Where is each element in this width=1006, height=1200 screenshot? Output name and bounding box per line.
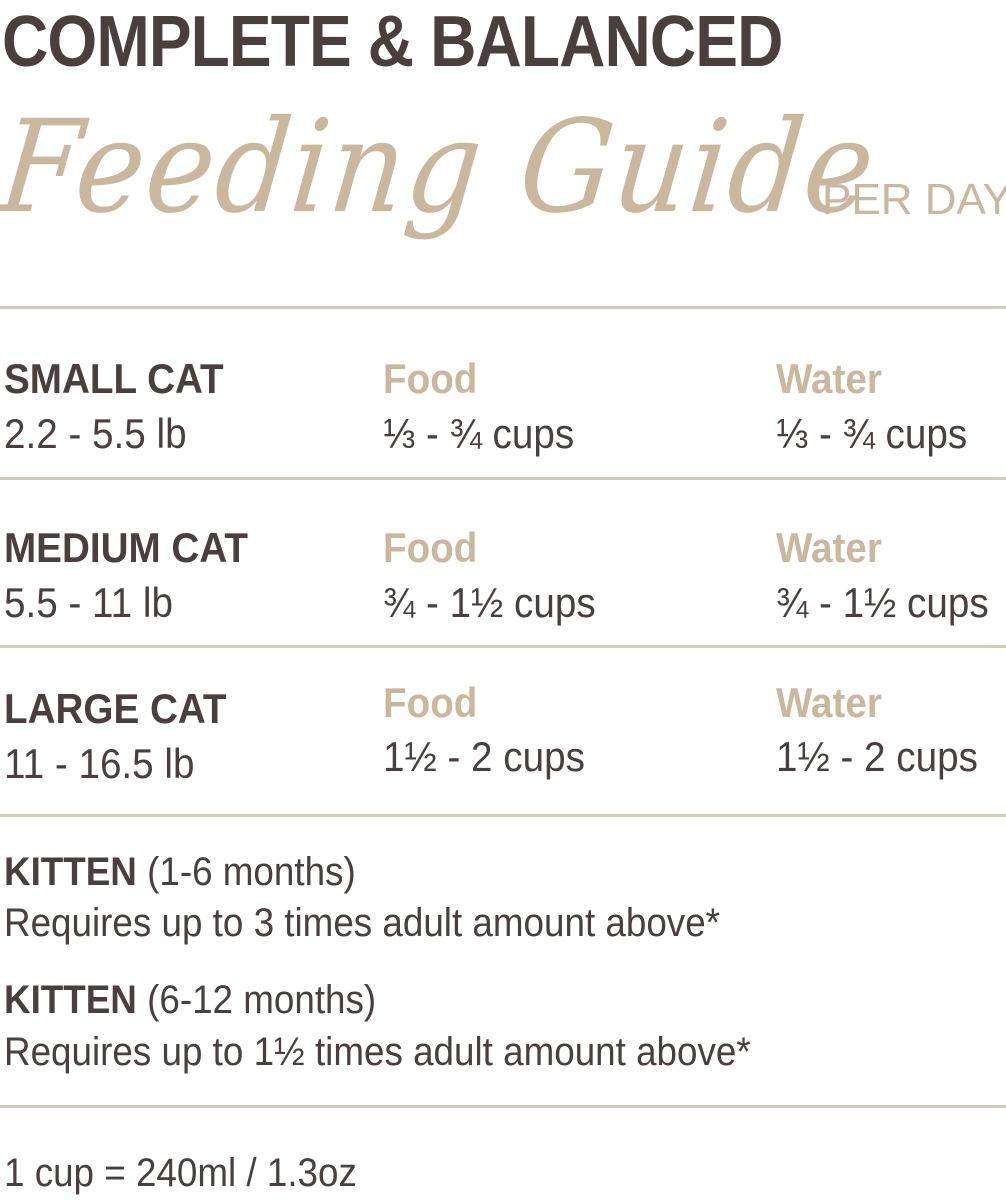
food-label: Food — [383, 524, 478, 571]
kitten-label: KITTEN — [4, 850, 137, 894]
weight-range: 11 - 16.5 lb — [4, 740, 195, 787]
kitten-age-heading: KITTEN (1-6 months) — [4, 852, 356, 892]
divider — [0, 645, 1006, 648]
water-label: Water — [776, 355, 882, 402]
water-label: Water — [776, 524, 882, 571]
divider — [0, 477, 1006, 480]
water-amount: 1½ - 2 cups — [776, 733, 978, 780]
divider — [0, 306, 1006, 309]
food-amount: ¾ - 1½ cups — [383, 579, 596, 626]
kitten-requirement: Requires up to 1½ times adult amount abo… — [4, 1030, 751, 1074]
per-day-label: PER DAY — [822, 175, 1006, 224]
food-label: Food — [383, 679, 478, 726]
weight-range: 5.5 - 11 lb — [4, 579, 173, 626]
cup-conversion: 1 cup = 240ml / 1.3oz — [4, 1151, 357, 1195]
size-label: MEDIUM CAT — [4, 524, 248, 571]
divider — [0, 1105, 1006, 1108]
page-title: COMPLETE & BALANCED — [2, 2, 783, 82]
kitten-label: KITTEN — [4, 978, 137, 1022]
food-amount: 1½ - 2 cups — [383, 733, 585, 780]
feeding-guide-script-title: Feeding Guide — [0, 93, 883, 242]
weight-range: 2.2 - 5.5 lb — [4, 410, 187, 457]
water-label: Water — [776, 679, 882, 726]
kitten-age-heading: KITTEN (6-12 months) — [4, 980, 376, 1020]
kitten-age: (1-6 months) — [136, 850, 356, 894]
food-amount: ⅓ - ¾ cups — [383, 410, 575, 457]
divider — [0, 814, 1006, 817]
food-label: Food — [383, 355, 478, 402]
water-amount: ⅓ - ¾ cups — [776, 410, 968, 457]
size-label: LARGE CAT — [4, 685, 227, 732]
size-label: SMALL CAT — [4, 355, 224, 402]
kitten-age: (6-12 months) — [136, 978, 377, 1022]
water-amount: ¾ - 1½ cups — [776, 579, 989, 626]
kitten-requirement: Requires up to 3 times adult amount abov… — [4, 901, 720, 945]
